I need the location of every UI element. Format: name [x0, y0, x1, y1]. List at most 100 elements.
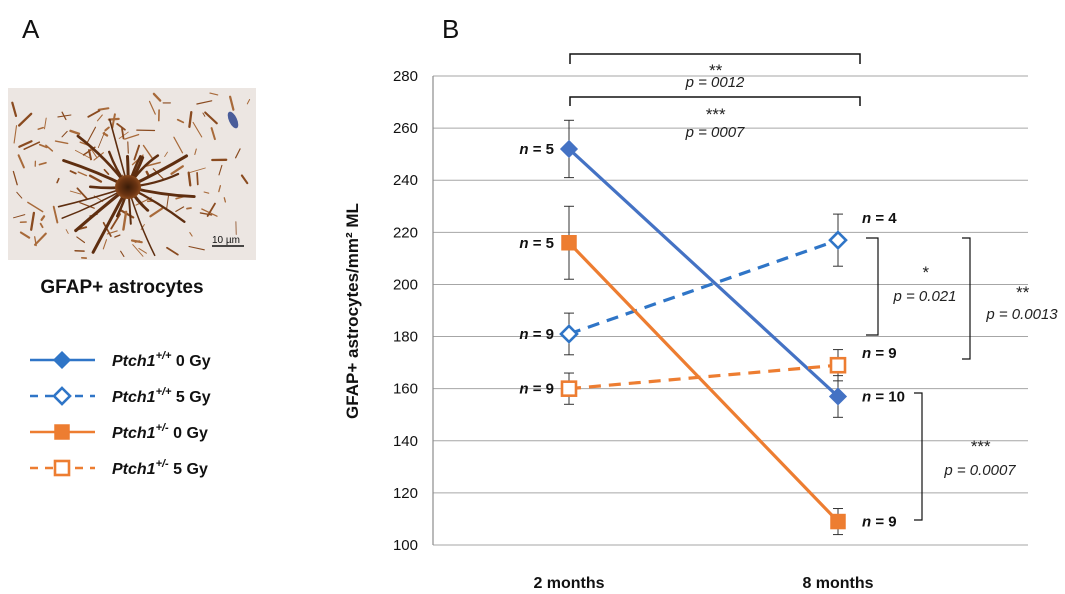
series-4: [560, 349, 847, 405]
fiber: [44, 117, 47, 130]
fiber: [87, 109, 101, 118]
fiber: [54, 140, 69, 145]
image-caption: GFAP+ astrocytes: [40, 277, 203, 298]
fiber: [79, 202, 95, 209]
x-tick-label: 8 months: [802, 575, 873, 592]
fiber: [27, 201, 44, 213]
series-2: [559, 213, 848, 356]
y-tick-label: 160: [393, 381, 418, 398]
legend-item-1: Ptch1+/+ 0 Gy: [30, 350, 211, 370]
data-point: [561, 235, 577, 251]
fiber: [173, 136, 184, 154]
legend-genotype: +/-: [156, 422, 169, 434]
legend-marker: [54, 424, 70, 440]
astrocyte-cell: [57, 118, 196, 257]
legend-dose: 5 Gy: [171, 389, 210, 406]
fiber: [19, 231, 31, 239]
y-tick-label: 220: [393, 224, 418, 241]
fiber: [38, 161, 47, 166]
fiber: [116, 123, 126, 131]
fiber: [122, 210, 128, 231]
fiber: [189, 167, 206, 174]
fiber: [93, 152, 104, 161]
fiber: [127, 141, 129, 154]
fiber: [152, 168, 165, 181]
fiber: [204, 111, 218, 125]
bracket-second: [569, 96, 861, 106]
fiber: [166, 246, 179, 256]
gridlines: [433, 75, 1028, 546]
fiber: [188, 110, 193, 128]
fiber: [102, 221, 112, 237]
y-tick-label: 140: [393, 433, 418, 450]
fiber: [164, 151, 168, 158]
n-symbol: n: [519, 381, 528, 398]
fiber: [17, 112, 33, 127]
fiber: [210, 127, 216, 141]
fiber: [133, 144, 141, 161]
fiber: [134, 240, 141, 243]
y-tick-label: 120: [393, 485, 418, 502]
data-point: [830, 513, 846, 530]
fiber: [114, 234, 121, 238]
fiber: [170, 165, 184, 175]
fiber: [199, 212, 213, 216]
fiber: [102, 239, 108, 250]
panel-b-letter: B: [442, 14, 459, 44]
n-label: n = 9: [519, 381, 554, 398]
annotation-4-p: p = 0.0013: [985, 306, 1058, 323]
fiber: [38, 143, 48, 149]
legend-item-2: Ptch1+/+ 5 Gy: [30, 386, 211, 406]
x-tick-labels: 2 months 8 months: [533, 575, 873, 592]
fiber: [187, 171, 192, 187]
annotation-5-stars: ***: [970, 437, 991, 456]
fiber: [16, 191, 23, 199]
fiber: [209, 92, 219, 96]
fiber: [30, 211, 36, 231]
fiber: [196, 100, 213, 105]
n-label: n = 9: [519, 326, 554, 343]
n-symbol: n: [519, 141, 528, 158]
fiber: [74, 149, 91, 159]
annotation-2-stars: ***: [705, 105, 726, 124]
n-symbol: n: [519, 235, 528, 252]
n-symbol: n: [862, 388, 871, 405]
legend-item-3: Ptch1+/- 0 Gy: [30, 422, 208, 442]
fiber: [77, 171, 88, 177]
significance-brackets: [569, 53, 971, 521]
fiber: [97, 107, 110, 111]
fiber: [192, 121, 203, 138]
series-line: [567, 241, 840, 523]
fiber: [176, 118, 185, 124]
data-point: [829, 356, 847, 374]
fiber: [203, 191, 210, 194]
bracket-0gy-8m: [914, 392, 923, 521]
bracket-top: [569, 53, 861, 64]
fiber: [18, 140, 33, 148]
fiber: [76, 236, 86, 244]
fiber: [65, 229, 69, 234]
series-line: [568, 238, 839, 336]
legend-marker: [53, 459, 71, 477]
fiber: [69, 129, 81, 136]
data-point: [828, 387, 848, 406]
n-symbol: n: [862, 210, 871, 227]
data-point: [828, 230, 848, 250]
fiber: [246, 99, 251, 105]
n-value: = 5: [529, 235, 554, 252]
series: [559, 119, 848, 536]
annotation-2-p: p = 0007: [685, 124, 745, 141]
fiber: [111, 113, 116, 129]
fiber: [61, 130, 68, 138]
scale-bar-label: 10 µm: [212, 235, 240, 246]
n-value: = 9: [871, 514, 896, 531]
fiber: [218, 164, 223, 176]
n-value: = 9: [529, 381, 554, 398]
legend-marker: [52, 386, 72, 406]
n-label: n = 9: [862, 345, 897, 362]
n-label: n = 9: [862, 514, 897, 531]
fiber: [96, 114, 103, 122]
n-value: = 9: [529, 326, 554, 343]
series-1: [559, 119, 848, 418]
